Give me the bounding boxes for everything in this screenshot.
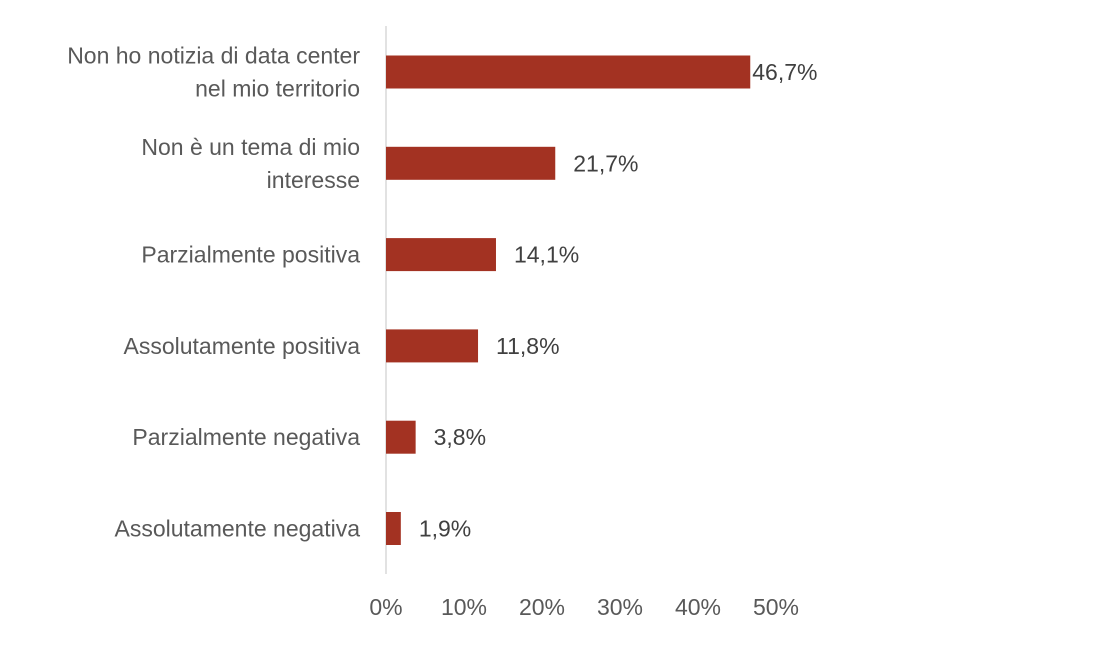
bar xyxy=(386,238,496,272)
data-label: 46,7% xyxy=(752,59,817,85)
x-tick-label: 30% xyxy=(597,594,643,620)
x-tick-labels: 0% 10% 20% 30% 40% 50% xyxy=(369,594,799,620)
category-label: Parzialmente positiva xyxy=(141,242,360,268)
data-label: 11,8% xyxy=(496,333,560,359)
category-label: Parzialmente negativa xyxy=(132,424,360,450)
category-label: Non ho notizia di data center nel mio ter… xyxy=(67,43,360,102)
data-label: 21,7% xyxy=(573,150,638,176)
data-label: 14,1% xyxy=(514,242,579,268)
bar xyxy=(386,512,401,545)
category-labels: Non ho notizia di data center nel mio ter… xyxy=(67,43,360,542)
x-tick-label: 20% xyxy=(519,594,565,620)
x-tick-label: 50% xyxy=(753,594,799,620)
category-label: Assolutamente positiva xyxy=(123,333,360,359)
data-label: 3,8% xyxy=(434,424,486,450)
x-tick-label: 10% xyxy=(441,594,487,620)
bar xyxy=(386,329,479,363)
category-label: Assolutamente negativa xyxy=(115,516,361,542)
bar xyxy=(386,146,556,180)
x-tick-label: 0% xyxy=(369,594,402,620)
data-label: 1,9% xyxy=(419,516,471,542)
category-label: Non è un tema di mio interesse xyxy=(141,134,360,193)
bars-layer xyxy=(386,55,751,545)
data-labels: 46,7% 21,7% 14,1% 11,8% 3,8% 1,9% xyxy=(419,59,818,542)
bar xyxy=(386,55,751,89)
bar xyxy=(386,420,416,454)
x-tick-label: 40% xyxy=(675,594,721,620)
